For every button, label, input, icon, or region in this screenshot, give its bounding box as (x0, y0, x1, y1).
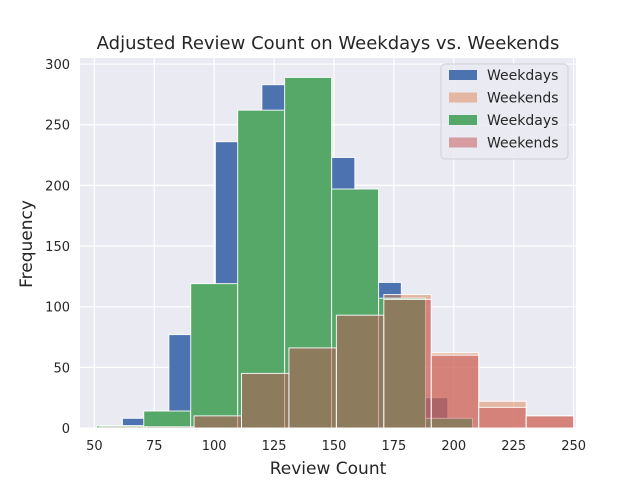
legend-box (440, 63, 569, 160)
legend: Weekdays Weekends Weekdays Weekends (440, 63, 569, 160)
x-tick-label: 225 (501, 439, 526, 454)
y-tick-label: 250 (45, 119, 70, 134)
legend-label: Weekdays (487, 68, 558, 84)
histogram-bar (190, 283, 239, 429)
y-tick-label: 0 (62, 422, 70, 437)
histogram-bar (335, 314, 385, 429)
x-tick-label: 250 (561, 439, 586, 454)
x-tick-label: 125 (262, 439, 287, 454)
x-tick-label: 200 (441, 439, 466, 454)
x-tick-label: 75 (146, 439, 163, 454)
legend-label: Weekends (487, 91, 559, 107)
x-tick-label: 50 (86, 439, 103, 454)
histogram-bar (193, 415, 242, 429)
x-tick-label: 100 (202, 439, 227, 454)
y-tick-label: 300 (45, 58, 70, 73)
y-axis-label: Frequency (17, 200, 37, 288)
y-tick-label: 100 (45, 301, 70, 316)
legend-swatch (449, 137, 477, 148)
y-tick-label: 50 (53, 361, 70, 376)
legend-swatch (449, 70, 477, 80)
legend-swatch (449, 115, 477, 125)
x-tick-label: 175 (381, 439, 406, 454)
histogram-bar (288, 347, 337, 429)
legend-label: Weekdays (487, 113, 558, 129)
x-axis-label: Review Count (270, 459, 387, 479)
histogram-bar (143, 410, 192, 429)
histogram-bar (478, 406, 527, 429)
y-tick-label: 200 (45, 179, 70, 194)
histogram-bar (98, 426, 148, 429)
histogram-bar (146, 426, 195, 429)
series-3-bars (98, 298, 575, 429)
x-tick-label: 150 (322, 439, 347, 454)
histogram-bars (96, 76, 575, 429)
legend-label: Weekends (487, 136, 559, 152)
histogram-bar (240, 372, 290, 429)
histogram-bar (525, 415, 575, 429)
axis-ticks: 50 75 100 125 150 175 200 225 250 0 50 100 150 200 250… (45, 58, 586, 454)
chart-title: Adjusted Review Count on Weekdays vs. We… (97, 33, 560, 54)
histogram-bar (430, 354, 480, 429)
legend-swatch (449, 92, 477, 103)
histogram-bar (383, 298, 432, 429)
y-tick-label: 150 (45, 240, 70, 255)
